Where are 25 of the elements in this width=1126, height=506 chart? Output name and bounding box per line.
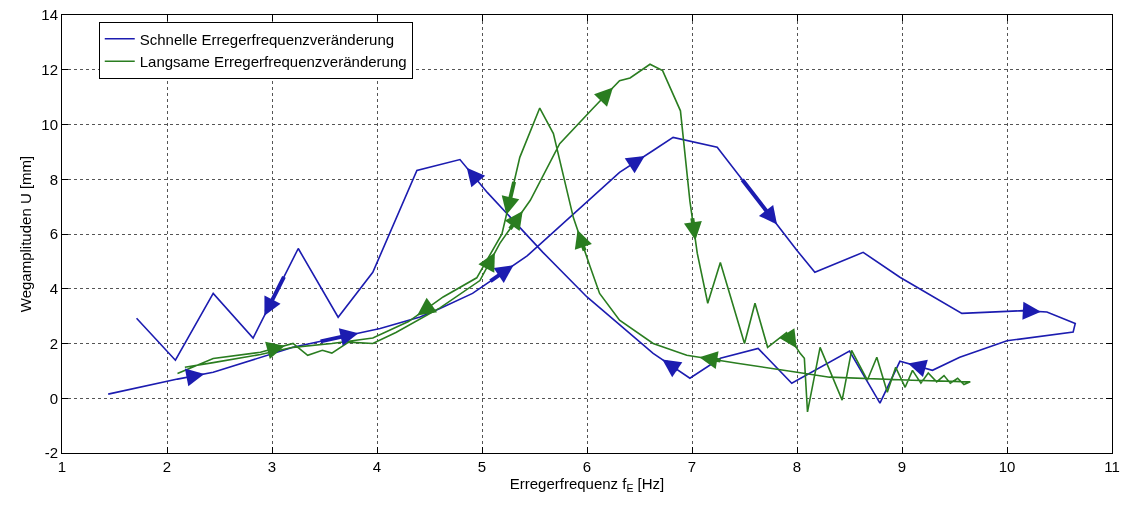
x-tick-label: 2 — [162, 458, 172, 475]
x-tick-label: 6 — [582, 458, 592, 475]
y-tick-label: 6 — [49, 225, 58, 243]
x-tick-label: 7 — [687, 458, 697, 475]
y-axis-title: Wegamplituden U [mm] — [16, 155, 34, 313]
x-tick-label: 9 — [897, 458, 907, 475]
y-tick-label: 10 — [41, 115, 58, 133]
x-tick-label: 10 — [998, 458, 1016, 475]
y-tick-label: 14 — [41, 6, 58, 24]
y-tick-label: 8 — [49, 170, 58, 188]
y-tick-label: 4 — [49, 280, 58, 297]
legend-label: Schnelle Erregerfrequenzveränderung — [139, 30, 395, 48]
legend-label: Langsame Erregerfrequenzveränderung — [139, 53, 407, 71]
x-tick-label: 5 — [477, 458, 487, 475]
x-tick-label: 8 — [792, 458, 802, 475]
line-series — [107, 136, 1077, 404]
x-tick-label: 3 — [267, 458, 277, 475]
x-tick-label: 1 — [57, 458, 67, 475]
y-tick-label: -2 — [44, 444, 58, 462]
y-tick-label: 12 — [41, 61, 58, 78]
x-axis-title: Erregerfrequenz f$_{E}$ [Hz] — [509, 475, 665, 495]
y-tick-label: 2 — [49, 334, 58, 352]
y-tick-label: 0 — [49, 389, 58, 407]
x-tick-label: 4 — [372, 458, 382, 475]
x-tick-label: 11 — [1104, 458, 1120, 475]
